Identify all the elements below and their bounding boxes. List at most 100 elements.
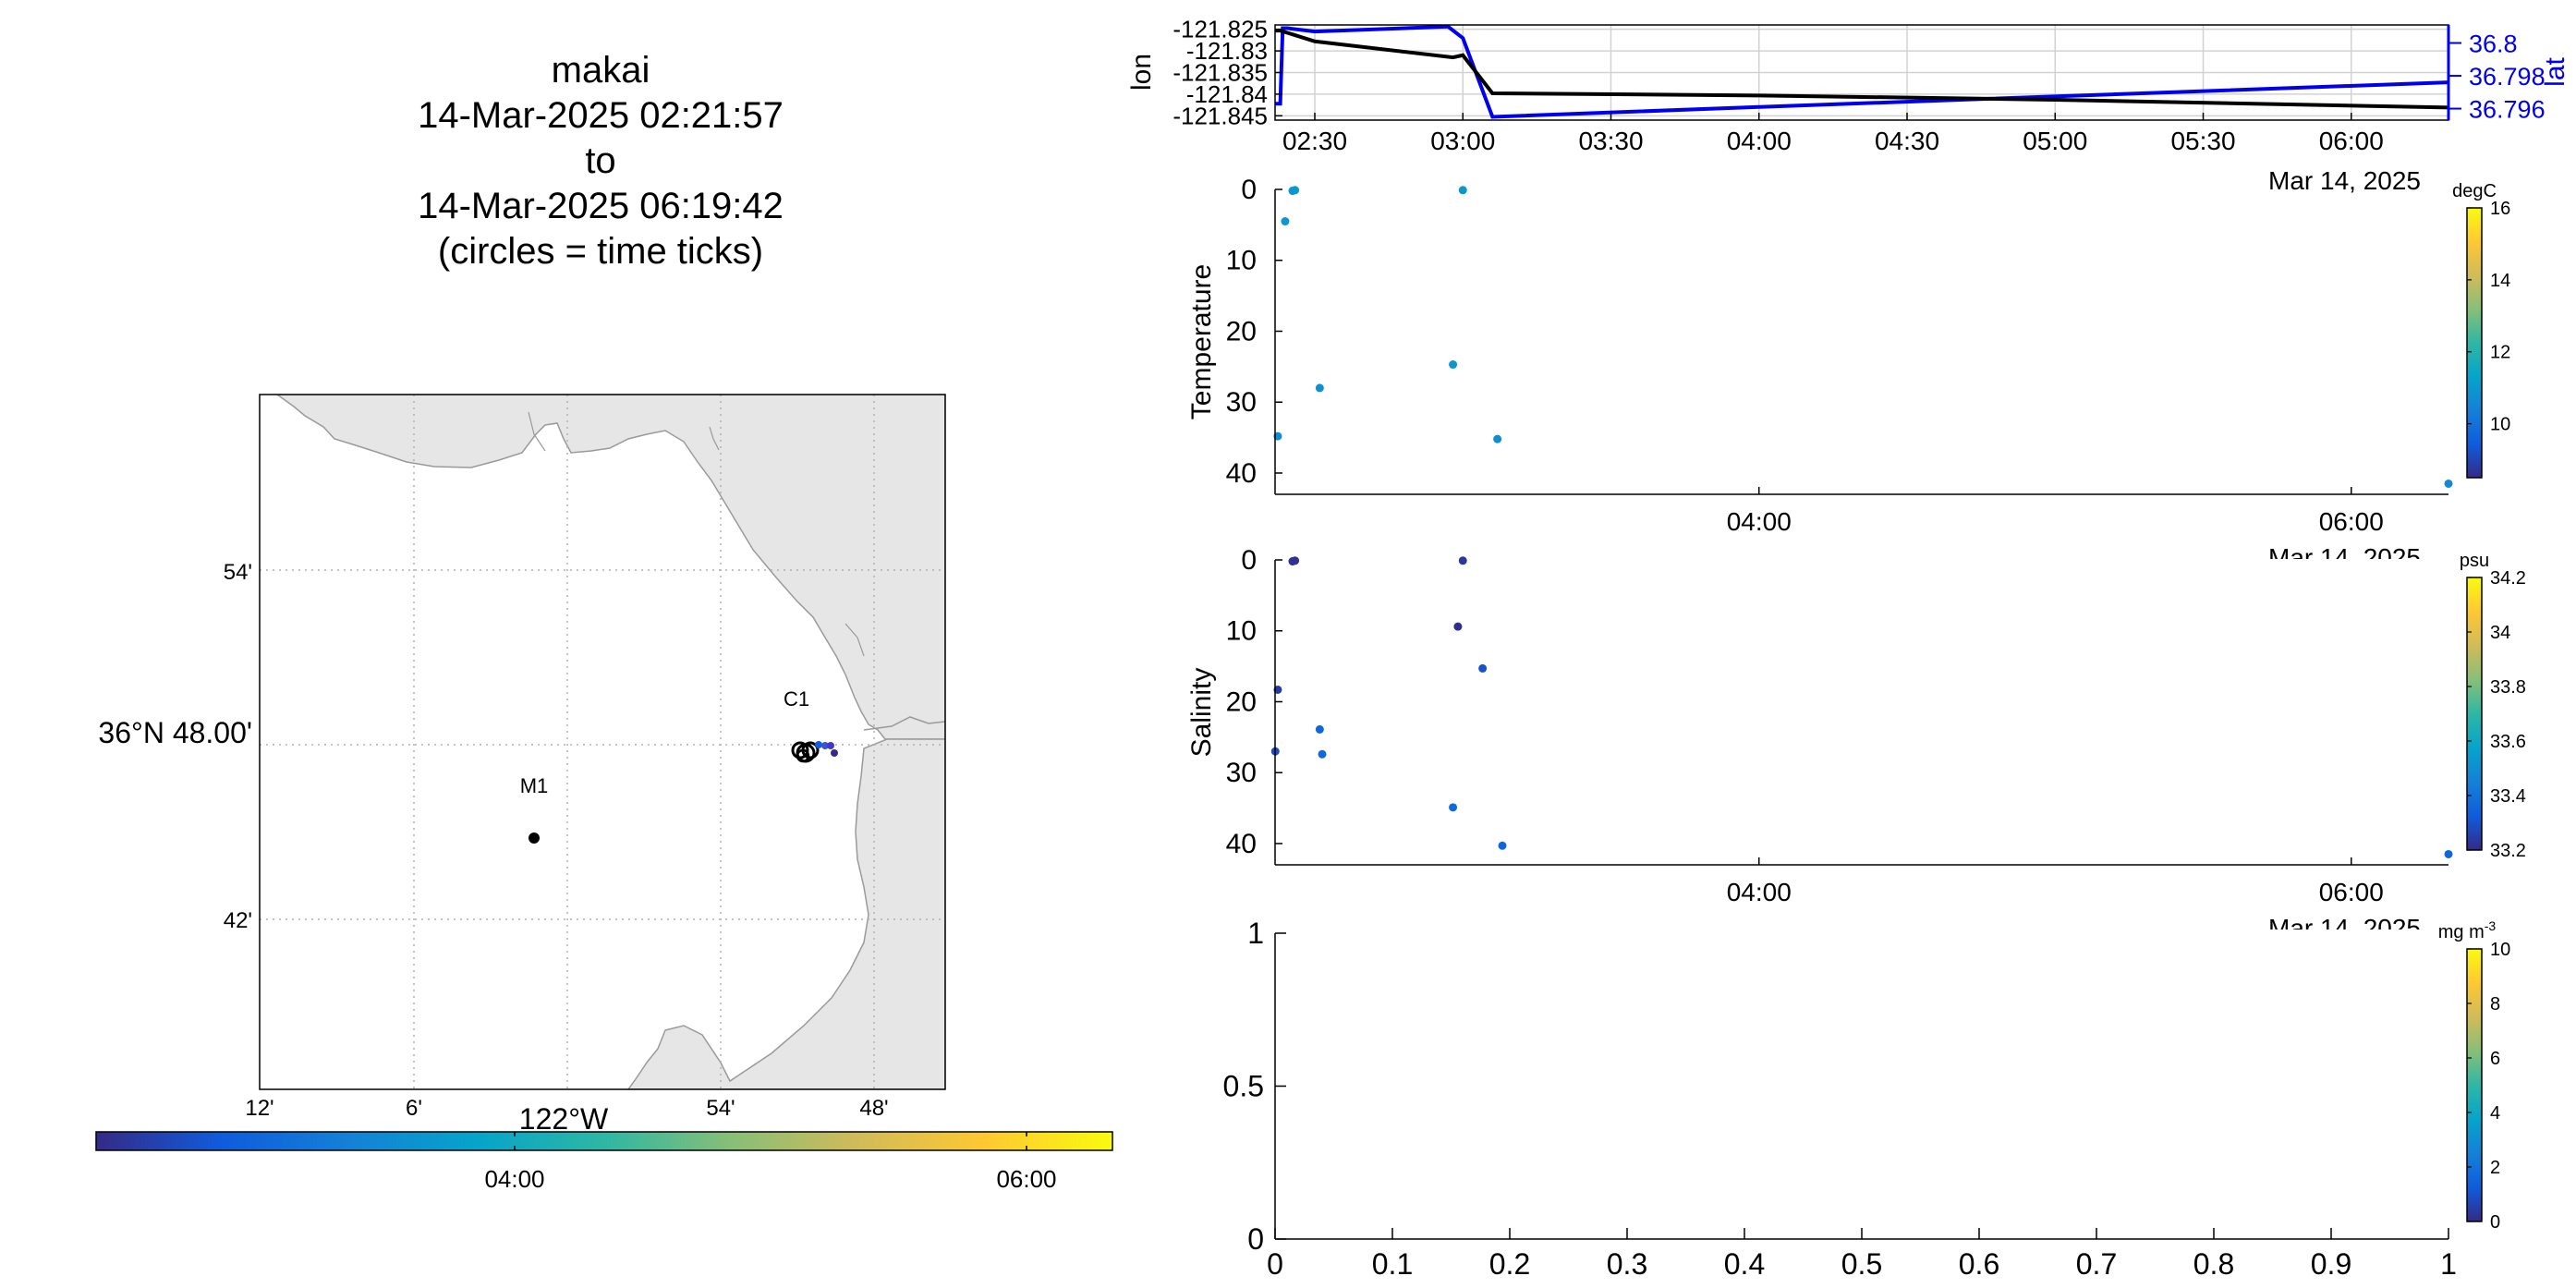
colorbar-tick-label: 33.2 xyxy=(2490,841,2526,861)
empty-x-tick-label: 0 xyxy=(1267,1247,1283,1281)
circles-note: (circles = time ticks) xyxy=(437,231,764,272)
depth-tick-label: 40 xyxy=(1226,829,1257,859)
lat-tick-label: 36.796 xyxy=(2469,96,2546,124)
salinity-point xyxy=(1498,841,1507,850)
lon-label-6: 6' xyxy=(406,1096,422,1121)
empty-x-tick-label: 0.8 xyxy=(2193,1247,2234,1281)
track-grid xyxy=(1275,25,2448,120)
salinity-point xyxy=(1291,556,1300,565)
salinity-point xyxy=(1458,556,1467,565)
vehicle-title: makai xyxy=(551,50,650,91)
map-panel: 54' 36°N 48.00' 42' 12' 6' 122°W 54' 48'… xyxy=(95,394,1113,1193)
salinity-colorbar xyxy=(2466,577,2483,851)
track-xtick-label: 03:00 xyxy=(1430,127,1495,155)
salinity-panel: 0 10 20 30 40 04:00 06:00 Salinity Mar 14, 20… xyxy=(1186,545,2526,942)
depth-tick-label: 0 xyxy=(1241,545,1257,576)
lon-tick-label: -121.845 xyxy=(1173,102,1268,129)
lat-tick-label: 36.798 xyxy=(2469,63,2546,91)
start-time: 14-Mar-2025 02:21:57 xyxy=(418,95,784,136)
lat-series-line xyxy=(1275,24,2449,119)
lon-label-12: 12' xyxy=(245,1096,273,1121)
lon-axis: -121.825-121.83-121.835-121.84-121.845 xyxy=(1173,16,1282,129)
empty-x-tick-label: 0.1 xyxy=(1372,1247,1413,1281)
track-panel: -121.825-121.83-121.835-121.84-121.845 3… xyxy=(1126,16,2570,195)
colorbar-tick-label: 16 xyxy=(2490,199,2510,219)
lon-tick-label: -121.825 xyxy=(1173,16,1268,43)
temperature-panel: 0 10 20 30 40 04:00 06:00 Temperature Mar 14,… xyxy=(1186,175,2510,559)
station-c1: C1 xyxy=(784,687,809,711)
lon-tick-label: -121.835 xyxy=(1173,59,1268,87)
temperature-point xyxy=(1449,360,1458,370)
lon-label-48: 48' xyxy=(859,1096,888,1121)
lat-label-42: 42' xyxy=(224,908,252,933)
time-axis: 02:30 03:00 03:30 04:00 04:30 05:00 05:30 06:00 xyxy=(1282,113,2384,155)
lon-axis-title: lon xyxy=(1126,54,1157,91)
empty-colorbar-ticks: 10 8 6 4 2 0 xyxy=(2467,940,2510,1233)
empty-x-tick-label: 0.3 xyxy=(1607,1247,1647,1281)
empty-x-ticks: 0 0.1 0.2 0.3 0.4 0.5 0.6 0.7 0.8 0.9 1 xyxy=(1267,1228,2457,1281)
lon-tick-label: -121.84 xyxy=(1186,80,1268,108)
track-xtick-label: 06:00 xyxy=(2319,127,2384,155)
temperature-depth-ticks: 0 10 20 30 40 xyxy=(1226,175,1282,489)
land-south xyxy=(627,738,945,1089)
salinity-axis-title: Salinity xyxy=(1186,668,1217,758)
map-grid xyxy=(260,395,945,1089)
colorbar-tick-label: 8 xyxy=(2490,994,2500,1015)
track-xtick-label: 05:00 xyxy=(2023,127,2087,155)
creek-2 xyxy=(709,426,720,451)
temperature-point xyxy=(1458,186,1467,195)
river-inlet xyxy=(863,716,945,731)
map-colorbar xyxy=(95,1131,1113,1151)
depth-tick-label: 20 xyxy=(1226,316,1257,346)
colorbar-tick-label: 34 xyxy=(2490,623,2510,643)
temperature-colorbar-ticks: 16 14 12 10 xyxy=(2467,199,2510,435)
depth-tick-label: 0 xyxy=(1241,175,1257,205)
track-xtick-label: 04:00 xyxy=(1727,127,1792,155)
title-block: makai 14-Mar-2025 02:21:57 to 14-Mar-202… xyxy=(277,48,924,274)
salinity-point xyxy=(2444,849,2453,858)
salinity-units: psu xyxy=(2460,551,2489,571)
lon-series-line xyxy=(1275,29,2449,110)
station-m1-label: M1 xyxy=(520,774,549,797)
temperature-units: degC xyxy=(2452,181,2497,201)
temperature-point xyxy=(1281,217,1290,226)
colorbar-tick-label: 10 xyxy=(2490,940,2510,960)
map-frame xyxy=(259,394,946,1090)
track-point xyxy=(821,742,829,749)
depth-tick-label: 30 xyxy=(1226,758,1257,788)
temperature-colorbar xyxy=(2466,207,2483,479)
track-xtick-label: 05:30 xyxy=(2170,127,2235,155)
salinity-point xyxy=(1478,663,1488,673)
time-tick-label: 04:00 xyxy=(1727,878,1792,906)
salinity-point xyxy=(1318,749,1327,759)
salinity-time-ticks: 04:00 06:00 xyxy=(1727,857,2384,906)
to-label: to xyxy=(585,140,616,181)
empty-y-tick-label: 0 xyxy=(1247,1222,1264,1256)
colorbar-tick-label: 6 xyxy=(2490,1049,2500,1069)
lat-axis: 36.8 36.798 36.796 xyxy=(2448,30,2546,124)
station-m1: M1 xyxy=(520,774,549,844)
salinity-depth-ticks: 0 10 20 30 40 xyxy=(1226,545,1282,859)
creek-1 xyxy=(528,411,546,452)
colorbar-tick-label: 33.4 xyxy=(2490,786,2526,807)
colorbar-tick-label: 4 xyxy=(2490,1103,2500,1124)
salinity-date-label: Mar 14, 2025 xyxy=(2268,914,2421,942)
salinity-point xyxy=(1453,622,1463,631)
colorbar-tick-label: 34.2 xyxy=(2490,568,2526,589)
time-tick-label: 06:00 xyxy=(2319,507,2384,536)
salinity-point xyxy=(1315,724,1324,734)
depth-tick-label: 30 xyxy=(1226,387,1257,418)
colorbar-tick-label: 33.6 xyxy=(2490,732,2526,752)
empty-x-tick-label: 0.5 xyxy=(1841,1247,1882,1281)
lat-axis-title: lat xyxy=(2540,56,2570,86)
track-point xyxy=(827,742,834,749)
map-colorbar-tick-0600: 06:00 xyxy=(996,1165,1056,1193)
land-north xyxy=(275,395,945,740)
station-m1-marker xyxy=(529,832,540,844)
track-point xyxy=(831,749,838,757)
empty-y-tick-label: 0.5 xyxy=(1223,1070,1264,1103)
salinity-point xyxy=(1449,803,1458,812)
lon-label-54: 54' xyxy=(706,1096,735,1121)
colorbar-tick-label: 33.8 xyxy=(2490,677,2526,698)
colorbar-tick-label: 2 xyxy=(2490,1158,2500,1178)
